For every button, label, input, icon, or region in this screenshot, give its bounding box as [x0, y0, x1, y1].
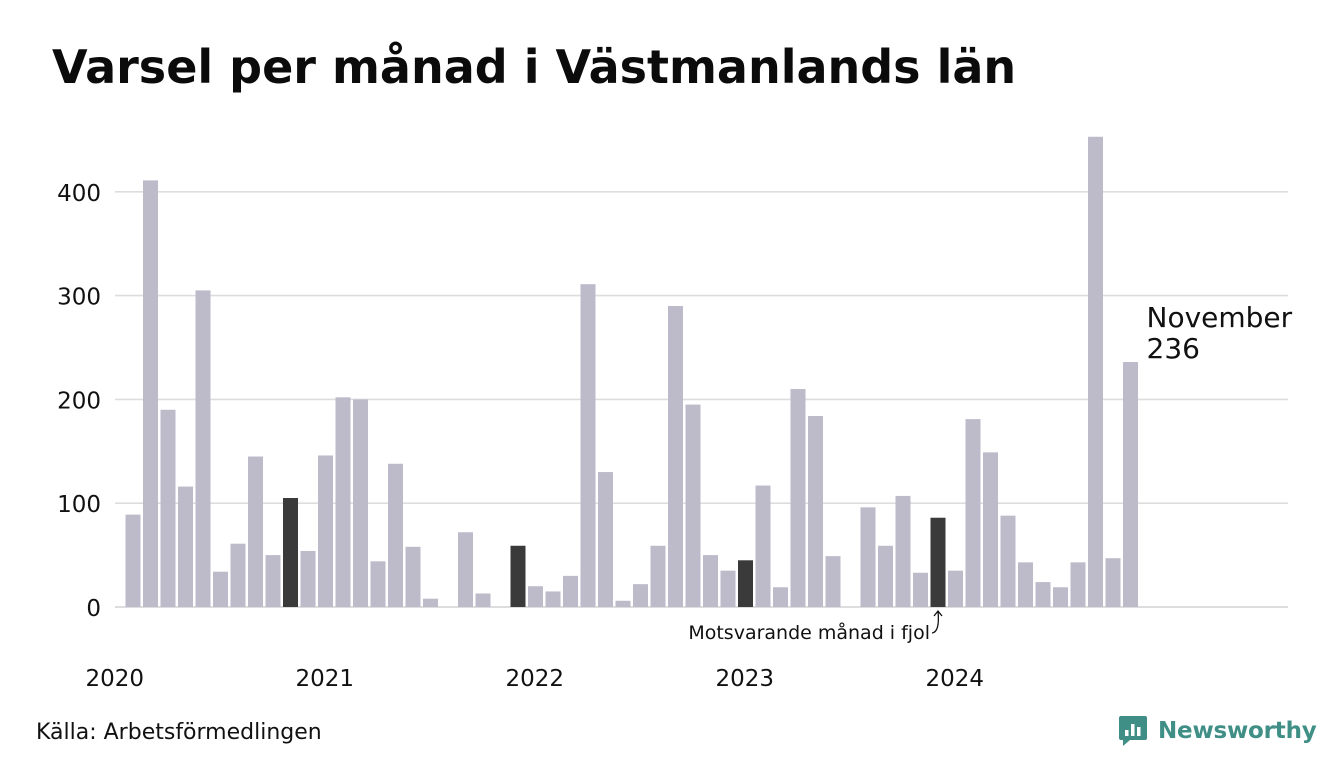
bar [230, 543, 246, 607]
bar [388, 463, 403, 607]
bar [790, 389, 806, 607]
bar-chart: 0 100 200 300 400 2020 2021 2022 2023 2024 Novem… [57, 136, 1293, 692]
bar [668, 305, 683, 607]
bar [703, 555, 718, 607]
bar-same-month-last-year [738, 560, 753, 607]
y-tick-label: 300 [57, 285, 101, 311]
bar [545, 591, 561, 607]
bar [248, 456, 263, 607]
bar [528, 586, 543, 607]
current-value-label: 236 [1147, 332, 1200, 365]
bar [633, 584, 648, 607]
y-tick-label: 0 [86, 596, 101, 622]
bars [125, 136, 1138, 607]
bar-same-month-last-year [510, 545, 526, 607]
y-tick-label: 200 [57, 388, 101, 414]
bar [563, 575, 578, 607]
bar [965, 419, 981, 607]
newsworthy-logo-icon [1119, 716, 1147, 746]
source-label: Källa: Arbetsförmedlingen [36, 720, 322, 745]
bar [1053, 587, 1068, 607]
bar [825, 556, 841, 607]
x-tick-label: 2022 [506, 666, 565, 692]
bar [318, 455, 333, 607]
bar [685, 404, 701, 607]
bar [720, 570, 736, 607]
y-axis-ticks: 0 100 200 300 400 [57, 181, 101, 622]
annotation-label: Motsvarande månad i fjol [688, 621, 930, 644]
x-tick-label: 2021 [296, 666, 355, 692]
bar-same-month-last-year [283, 498, 298, 607]
bar [213, 571, 228, 607]
bar [265, 555, 281, 607]
bar [300, 550, 316, 607]
bar [423, 598, 438, 607]
bar [125, 514, 141, 607]
bar [948, 570, 963, 607]
chart-title: Varsel per månad i Västmanlands län [52, 40, 1017, 94]
bar [773, 587, 788, 607]
brand-name: Newsworthy [1158, 718, 1317, 744]
x-tick-label: 2020 [86, 666, 145, 692]
bar [1000, 515, 1016, 607]
bar-same-month-last-year [930, 517, 946, 607]
x-tick-label: 2024 [926, 666, 985, 692]
bar [913, 572, 928, 607]
bar [650, 545, 666, 607]
bar [615, 600, 631, 607]
bar [353, 399, 368, 607]
bar [475, 593, 491, 607]
x-axis-year-labels: 2020 2021 2022 2023 2024 [86, 666, 985, 692]
bar [580, 284, 596, 607]
bar [1105, 558, 1121, 607]
y-tick-label: 100 [57, 492, 101, 518]
bar [598, 472, 613, 607]
bar [983, 452, 998, 607]
bar [860, 507, 876, 607]
bar [878, 545, 893, 607]
annotation-arrow [931, 609, 943, 634]
bar [755, 485, 771, 607]
bar [160, 409, 176, 607]
bar [143, 180, 158, 607]
bar [1035, 582, 1051, 607]
bar [1123, 362, 1138, 607]
brand: Newsworthy [1118, 714, 1317, 748]
bar [808, 416, 823, 607]
bar [405, 546, 421, 607]
x-tick-label: 2023 [716, 666, 775, 692]
bar [1070, 562, 1086, 607]
bar [195, 290, 211, 607]
bar [335, 397, 351, 607]
bar [1088, 136, 1103, 607]
bar [370, 561, 386, 607]
current-month-label: November [1147, 301, 1293, 334]
bar [458, 532, 473, 607]
y-tick-label: 400 [57, 181, 101, 207]
bar [178, 486, 193, 607]
bar [895, 495, 911, 607]
bar [1018, 562, 1033, 607]
